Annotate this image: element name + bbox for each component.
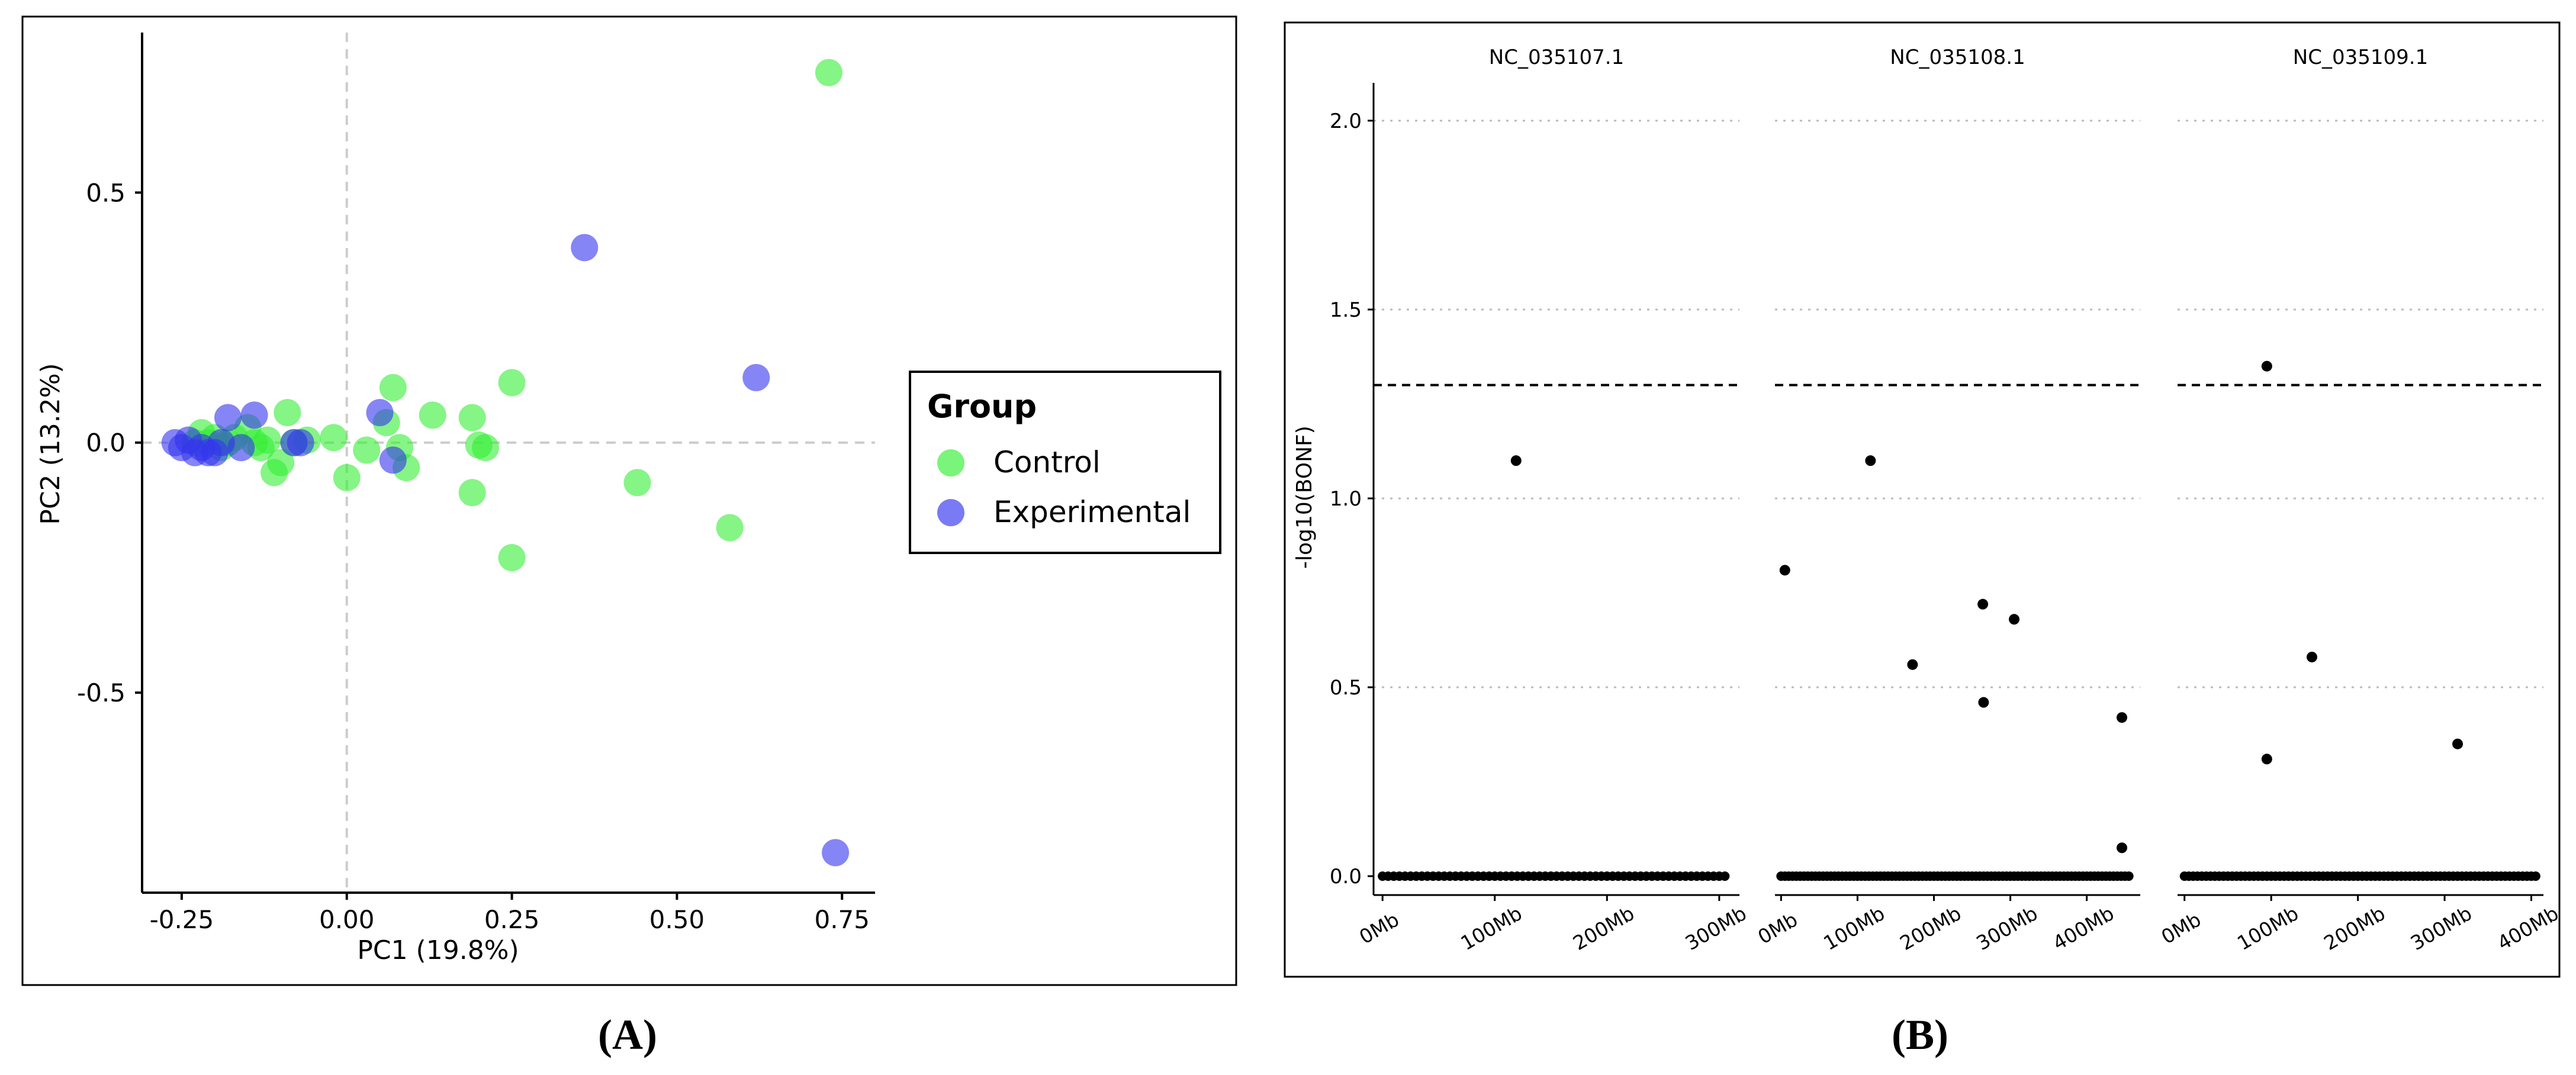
snp-point bbox=[1977, 598, 1989, 610]
control-point bbox=[458, 404, 486, 432]
snp-point bbox=[2124, 871, 2134, 881]
experimental-point bbox=[822, 839, 850, 867]
facet-title: NC_035107.1 bbox=[1489, 46, 1624, 69]
experimental-point bbox=[571, 234, 599, 262]
pca-y-axis-label: PC2 (13.2%) bbox=[36, 363, 66, 524]
snp-point bbox=[2117, 842, 2128, 854]
manhattan-panel: -log10(BONF) 0.00.51.01.52.0NC_035107.10… bbox=[1284, 21, 2562, 978]
manhattan-panel-frame bbox=[1284, 21, 2561, 978]
control-point bbox=[353, 436, 381, 464]
manhattan-points bbox=[1378, 361, 2540, 881]
pca-panel: -0.25 0.00 0.25 0.50 0.75 -0.5 0.0 0.5 PC1 (19.… bbox=[21, 15, 1237, 986]
pca-legend: Group Control Experimental bbox=[909, 371, 1221, 554]
experimental-point bbox=[379, 446, 407, 474]
snp-point bbox=[2261, 361, 2272, 372]
snp-point bbox=[2261, 754, 2272, 765]
legend-control-swatch bbox=[937, 449, 964, 477]
snp-point bbox=[1720, 871, 1730, 881]
legend-experimental-swatch bbox=[937, 499, 964, 526]
control-point bbox=[498, 544, 526, 572]
snp-point bbox=[1978, 697, 1989, 708]
control-point bbox=[274, 399, 301, 427]
facet-title: NC_035108.1 bbox=[1890, 46, 2025, 69]
snp-point bbox=[1865, 455, 1876, 466]
panel-a-caption: (A) bbox=[598, 1011, 657, 1058]
snp-point bbox=[2117, 712, 2128, 723]
manhattan-y-axis-label: -log10(BONF) bbox=[1292, 426, 1317, 569]
pca-x-axis-label: PC1 (19.8%) bbox=[357, 935, 519, 965]
experimental-point bbox=[214, 404, 242, 432]
control-point bbox=[471, 434, 499, 462]
snp-point bbox=[2530, 871, 2540, 881]
pca-x-tick-label: -0.25 bbox=[150, 905, 214, 934]
control-point bbox=[458, 479, 486, 507]
manhattan-y-tick-label: 0.5 bbox=[1330, 676, 1362, 700]
legend-experimental-label: Experimental bbox=[993, 495, 1191, 529]
legend-control-label: Control bbox=[993, 445, 1101, 479]
experimental-point bbox=[280, 429, 308, 456]
pca-points bbox=[161, 59, 850, 867]
facet-title: NC_035109.1 bbox=[2293, 46, 2428, 69]
experimental-point bbox=[240, 401, 268, 429]
panel-b-caption: (B) bbox=[1892, 1011, 1948, 1058]
snp-point bbox=[2306, 651, 2317, 662]
manhattan-y-tick-label: 0.0 bbox=[1330, 865, 1362, 889]
control-point bbox=[498, 369, 526, 397]
pca-y-tick-label: 0.5 bbox=[86, 178, 126, 207]
control-point bbox=[623, 469, 651, 497]
manhattan-y-tick-label: 2.0 bbox=[1330, 110, 1362, 133]
snp-point bbox=[2452, 738, 2464, 749]
control-point bbox=[419, 401, 446, 429]
control-point bbox=[320, 424, 348, 452]
pca-x-tick-label: 0.75 bbox=[814, 905, 870, 934]
experimental-point bbox=[742, 363, 770, 391]
snp-point bbox=[1907, 659, 1918, 670]
snp-point bbox=[1510, 455, 1522, 466]
experimental-point bbox=[227, 434, 255, 462]
snp-point bbox=[2009, 614, 2020, 625]
control-point bbox=[253, 426, 281, 454]
snp-point bbox=[1779, 565, 1790, 576]
pca-x-tick-label: 0.00 bbox=[319, 905, 375, 934]
manhattan-y-tick-label: 1.0 bbox=[1330, 487, 1362, 511]
pca-y-tick-label: -0.5 bbox=[77, 678, 126, 707]
manhattan-y-tick-label: 1.5 bbox=[1330, 298, 1362, 322]
control-point bbox=[333, 464, 361, 491]
legend-title: Group bbox=[927, 388, 1037, 425]
control-point bbox=[267, 449, 295, 477]
pca-y-tick-label: 0.0 bbox=[86, 429, 126, 458]
experimental-point bbox=[366, 399, 394, 427]
control-point bbox=[716, 514, 744, 542]
control-point bbox=[379, 374, 407, 401]
control-point bbox=[815, 59, 842, 86]
pca-x-tick-label: 0.25 bbox=[484, 905, 540, 934]
pca-x-tick-label: 0.50 bbox=[649, 905, 705, 934]
